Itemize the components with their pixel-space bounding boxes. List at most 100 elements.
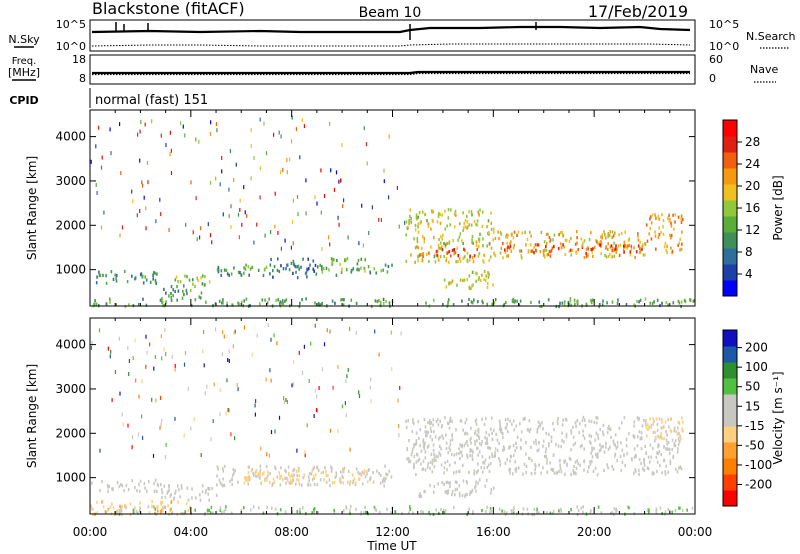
scatter-cell [603,450,606,454]
scatter-cell [363,469,366,473]
freq-right-tick-bottom: 0 [709,72,716,85]
scatter-cell [581,418,584,423]
y-tick-label: 4000 [55,338,86,352]
scatter-cell [551,468,554,472]
scatter-cell [487,275,490,280]
scatter-cell [533,245,535,249]
scatter-cell [511,232,513,236]
scatter-cell [466,258,469,262]
scatter-cell [572,471,575,475]
scatter-cell [352,267,355,271]
scatter-cell [664,420,667,424]
scatter-cell [614,433,617,437]
scatter-cell [260,481,262,485]
scatter-cell [230,511,233,515]
scatter-cell [562,234,564,238]
scatter-cell [454,209,457,214]
noise-cell [305,178,307,183]
scatter-cell [154,278,157,283]
scatter-cell [115,279,118,283]
scatter-cell [504,248,506,252]
scatter-cell [349,508,351,513]
scatter-cell [136,489,138,493]
scatter-cell [508,246,511,250]
scatter-cell [487,231,489,236]
scatter-cell [609,253,611,257]
scatter-cell [610,435,612,439]
scatter-cell [198,295,201,299]
scatter-cell [553,244,555,249]
scatter-cell [634,468,636,472]
scatter-cell [422,459,425,463]
noise-cell [195,196,197,201]
scatter-cell [501,431,503,435]
scatter-cell [563,302,566,306]
scatter-cell [446,480,449,484]
noise-cell [255,399,257,404]
scatter-cell [223,483,226,488]
scatter-cell [570,508,572,512]
scatter-cell [449,419,451,423]
scatter-cell [285,267,287,271]
scatter-cell [520,254,522,258]
scatter-cell [517,230,520,234]
scatter-cell [309,483,312,487]
scatter-cell [505,511,508,515]
scatter-cell [602,299,604,303]
scatter-cell [599,443,601,447]
noise-cell [120,171,122,176]
scatter-cell [658,417,661,421]
noise-cell [109,354,111,359]
scatter-cell [478,478,481,482]
scatter-cell [661,417,663,421]
noise-cell [203,329,205,334]
scatter-cell [606,463,608,467]
scatter-cell [279,302,281,306]
scatter-cell [665,249,668,253]
scatter-cell [550,435,553,439]
freq-left-tick-top: 18 [72,53,86,66]
scatter-cell [222,469,225,473]
scatter-cell [509,445,511,449]
noise-cell [388,134,390,139]
scatter-cell [666,433,668,437]
scatter-cell [493,301,496,305]
scatter-cell [677,446,679,451]
scatter-cell [524,416,526,420]
noise-cell [151,119,153,124]
scatter-cell [317,511,319,515]
scatter-cell [419,492,421,496]
scatter-cell [350,298,353,302]
scatter-cell [409,208,411,212]
scatter-cell [596,473,599,477]
noise-cell [330,329,332,334]
scatter-cell [319,263,321,267]
scatter-cell [454,488,457,492]
scatter-cell [595,453,597,457]
scatter-cell [363,471,365,475]
colorbar-swatch [723,378,737,395]
scatter-cell [485,441,487,445]
scatter-cell [451,452,453,457]
noise-cell [301,118,303,123]
scatter-cell [648,425,651,429]
scatter-cell [549,461,551,465]
scatter-cell [431,209,433,213]
scatter-cell [257,268,260,272]
scatter-cell [670,429,673,434]
scatter-cell [458,494,461,498]
scatter-cell [550,467,553,471]
scatter-cell [413,462,415,466]
scatter-cell [623,453,625,457]
scatter-cell [204,275,206,279]
scatter-cell [471,213,473,217]
scatter-cell [170,298,173,302]
noise-cell [223,334,225,339]
noise-cell [323,342,326,347]
scatter-cell [483,461,486,465]
scatter-cell [638,430,641,434]
scatter-cell [614,231,616,235]
scatter-cell [253,473,255,477]
scatter-cell [257,472,260,476]
